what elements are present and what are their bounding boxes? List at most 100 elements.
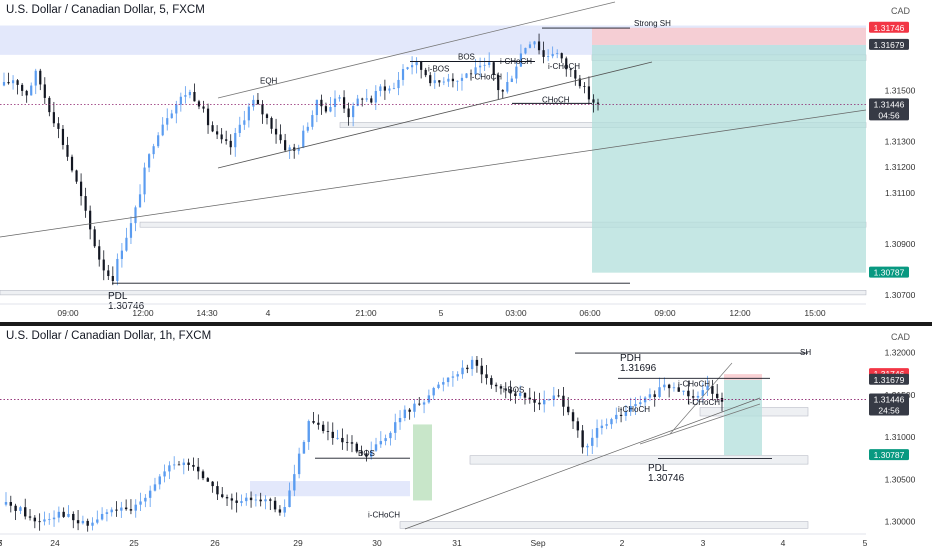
price-tag-value: 1.31446 [874,394,905,404]
x-tick-label: 25 [129,538,139,548]
target-zone [592,44,866,273]
pdl-value-label: 1.30746 [108,301,145,312]
price-axis [866,326,932,550]
candle-body [86,520,89,526]
candle-body [225,497,229,499]
ibos-label: i-BOS [428,65,449,74]
candle-body [197,101,201,107]
candle-body [574,70,577,79]
candle-body [437,384,440,388]
ichoch-label-2: i-CHoCH [678,379,710,388]
candle-body [583,86,586,87]
candle-body [261,104,264,115]
candle-body [488,62,491,65]
candle-body [519,53,523,67]
candle-body [331,431,334,438]
candle-body [438,80,441,83]
candle-body [157,135,160,147]
candle-body [317,422,320,425]
candle-body [442,382,445,385]
stop-zone [724,374,762,380]
candle-body [48,519,51,521]
candle-body [144,497,147,502]
candle-body [243,120,246,125]
candle-body [398,418,402,423]
ichoch-label-3: i-CHoCH [368,510,400,519]
zone-pdl [469,455,809,465]
candle-body [30,85,33,96]
target-zone [724,379,762,456]
pdh-value-label: 1.31696 [620,363,657,374]
chart-pane-1h[interactable]: SH PDH 1.31696 BOS PDL 1.30746 i-BOS i-CHoCH i-C… [0,326,932,550]
candle-body [586,445,589,448]
candle-body [715,393,719,398]
candle-body [509,389,512,394]
y-tick-label: 1.30500 [885,474,916,484]
candle-body [324,106,328,112]
candle-body [270,117,273,129]
price-tag-timer: 24:56 [878,405,900,415]
candle-body [446,377,450,383]
candle-body [192,464,195,467]
candle-body [560,53,563,59]
x-tick-label: 5 [439,308,444,318]
candle-body [578,78,581,87]
x-tick-label: 09:00 [654,308,676,318]
candle-body [556,53,559,54]
pane-divider[interactable] [0,322,932,326]
candle-body [403,409,407,419]
candle-body [427,395,431,403]
candle-body [397,79,400,89]
currency-label-1h: CAD [890,332,910,342]
currency-label-5m: CAD [890,6,910,16]
chart-title-5m: U.S. Dollar / Canadian Dollar, 5, FXCM [6,4,205,16]
candle-body [523,392,527,398]
candle-body [138,194,142,208]
bos-label: BOS [458,52,475,61]
x-tick-label: 03:00 [505,308,527,318]
ichoch-label-1: i-CHoCH [618,405,650,414]
candle-body [547,399,551,401]
candle-body [252,99,255,107]
candle-body [479,65,482,68]
candle-body [225,139,228,141]
candle-body [105,512,109,514]
candle-body [61,128,65,145]
candle-body [124,507,128,510]
candle-body [320,99,323,107]
candle-body [168,465,171,472]
zone-green-block [413,424,432,501]
candle-body [24,507,27,517]
chart-pane-5m[interactable]: Strong SH BOS CHoCH PDL 1.30746 EQH i-CHoCH i-B… [0,0,932,322]
candle-body [605,424,608,426]
y-tick-label: 1.31500 [885,86,916,96]
candle-body [93,229,96,247]
candle-body [510,78,513,82]
y-tick-label: 1.31000 [885,432,916,442]
candle-body [34,70,37,86]
price-tag [869,98,909,121]
candle-body [552,395,556,400]
pdh-label: PDH [620,353,641,364]
candle-body [336,437,339,439]
candle-body [182,462,185,466]
candle-body [528,44,532,48]
candle-body [494,384,498,387]
x-tick-label: 4 [266,308,271,318]
candle-body [542,50,545,57]
candle-body [158,476,161,485]
candle-body [352,105,355,118]
candle-body [39,70,42,85]
candle-body [361,98,364,100]
candle-body [418,403,421,405]
candle-body [384,438,387,442]
candle-body [557,395,560,397]
candle-body [499,386,503,389]
candle-body [355,443,358,452]
trend-line [639,403,761,445]
candle-body [345,442,349,444]
candle-body [21,84,24,91]
candle-body [172,464,176,466]
